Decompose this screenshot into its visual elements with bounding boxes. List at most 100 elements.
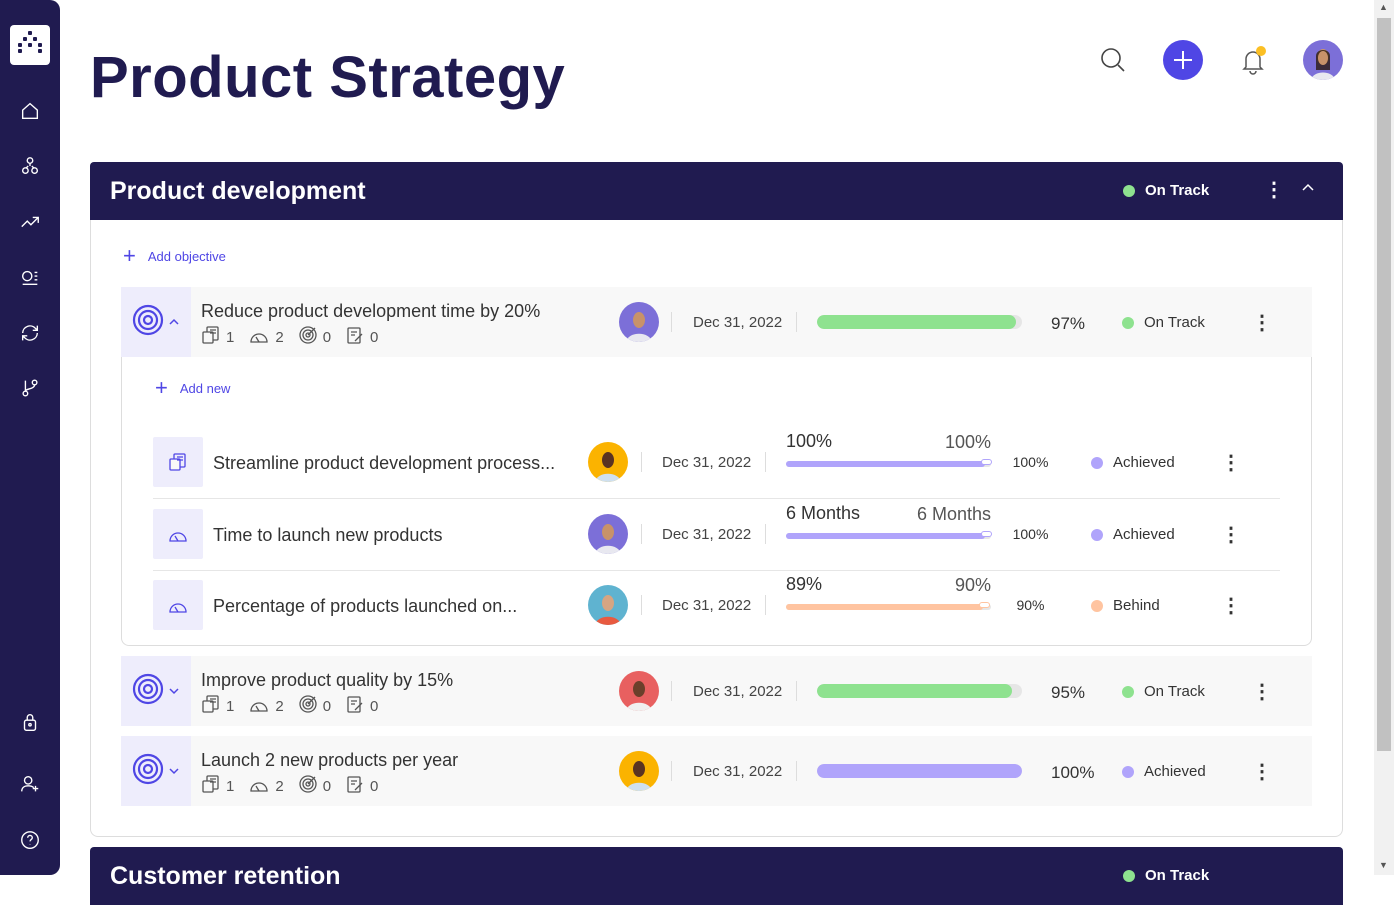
objective-row[interactable]: Reduce product development time by 20% 1…: [121, 287, 1312, 357]
target-value: 100%: [944, 432, 991, 452]
key-result-title[interactable]: Streamline product development process..…: [213, 453, 556, 473]
add-user-icon[interactable]: [18, 772, 42, 796]
key-result-progress: [786, 601, 991, 610]
status-dot: [1123, 869, 1135, 882]
progress-handle[interactable]: [978, 601, 990, 608]
status-label: Achieved: [1144, 763, 1206, 780]
search-icon: [1101, 48, 1125, 72]
more-options-icon[interactable]: ⋮: [1252, 761, 1272, 783]
divider: [796, 761, 797, 781]
objective-counts: 1 2 0 0: [201, 774, 378, 798]
key-result-title[interactable]: Percentage of products launched on...: [213, 596, 518, 616]
status-label: Behind: [1113, 597, 1160, 614]
user-avatar[interactable]: [1303, 40, 1343, 80]
more-options-icon[interactable]: ⋮: [1252, 681, 1272, 703]
objective-status: On Track: [1122, 314, 1205, 331]
help-icon[interactable]: [18, 828, 42, 852]
trend-icon[interactable]: [18, 210, 42, 234]
count-value: 0: [370, 777, 379, 795]
scrollbar[interactable]: ▲ ▼: [1374, 0, 1394, 875]
key-result-row[interactable]: Streamline product development process..…: [153, 431, 1280, 499]
more-options-icon[interactable]: ⋮: [1221, 524, 1241, 546]
divider: [765, 595, 766, 615]
notifications-button[interactable]: [1233, 40, 1273, 80]
objective-row[interactable]: Improve product quality by 15% 1 2 0 0 Dec …: [121, 656, 1312, 726]
status-dot: [1091, 599, 1103, 612]
collapse-chevron-icon[interactable]: [1300, 180, 1316, 201]
objective-title[interactable]: Reduce product development time by 20%: [201, 301, 541, 321]
count-value: 2: [275, 777, 284, 795]
count-value: 2: [275, 328, 284, 346]
search-button[interactable]: [1093, 40, 1133, 80]
objective-toggle[interactable]: [121, 656, 191, 726]
due-date: Dec 31, 2022: [662, 454, 752, 471]
objective-toggle[interactable]: [121, 287, 191, 357]
key-result-row[interactable]: Percentage of products launched on... De…: [153, 574, 1280, 630]
add-key-result-button[interactable]: + Add new: [155, 377, 230, 399]
progress-bar: [817, 684, 1022, 698]
progress-handle[interactable]: [980, 530, 992, 537]
add-objective-button[interactable]: + Add objective: [123, 245, 226, 267]
section-header: Customer retention On Track: [90, 847, 1343, 905]
divider: [671, 761, 672, 781]
list-icon[interactable]: [18, 265, 42, 289]
current-value: 100%: [786, 431, 833, 451]
objective-toggle[interactable]: [121, 736, 191, 806]
task-icon: [345, 325, 365, 349]
app-logo[interactable]: [10, 25, 50, 65]
key-result-row[interactable]: Time to launch new products Dec 31, 2022…: [153, 503, 1280, 571]
chevron-down-icon: [169, 768, 179, 775]
more-options-icon[interactable]: ⋮: [1252, 312, 1272, 334]
add-new-label: Add new: [179, 380, 231, 396]
divider: [671, 681, 672, 701]
target-value: 90%: [954, 575, 991, 595]
add-button[interactable]: [1163, 40, 1203, 80]
home-icon[interactable]: [18, 99, 42, 123]
status-label: Achieved: [1113, 526, 1175, 543]
due-date: Dec 31, 2022: [693, 763, 783, 780]
count-value: 2: [275, 697, 284, 715]
scroll-up-icon[interactable]: ▲: [1379, 2, 1388, 12]
status-dot: [1091, 456, 1103, 469]
status-label: On Track: [1145, 182, 1210, 199]
progress-percent: 95%: [1051, 683, 1086, 702]
objective-title[interactable]: Launch 2 new products per year: [201, 750, 459, 770]
sync-icon[interactable]: [18, 321, 42, 345]
objective-title[interactable]: Improve product quality by 15%: [201, 670, 454, 690]
owner-avatar[interactable]: [588, 585, 628, 625]
key-result-title[interactable]: Time to launch new products: [213, 525, 443, 545]
owner-avatar[interactable]: [619, 302, 659, 342]
kr-doc-icon: [201, 325, 221, 349]
target-value: 6 Months: [916, 504, 991, 524]
scroll-down-icon[interactable]: ▼: [1379, 860, 1388, 870]
add-objective-label: Add objective: [147, 248, 226, 264]
owner-avatar[interactable]: [619, 671, 659, 711]
objective-counts: 1 2 0 0: [201, 325, 378, 349]
owner-avatar[interactable]: [588, 442, 628, 482]
count-value: 1: [226, 697, 235, 715]
key-result-percent: 90%: [1016, 597, 1045, 613]
gauge-icon: [153, 580, 203, 630]
more-options-icon[interactable]: ⋮: [1221, 595, 1241, 617]
chevron-down-icon: [169, 688, 179, 695]
divider: [641, 524, 642, 544]
status-label: Achieved: [1113, 454, 1175, 471]
owner-avatar[interactable]: [588, 514, 628, 554]
owner-avatar[interactable]: [619, 751, 659, 791]
count-value: 1: [226, 328, 235, 346]
lock-icon[interactable]: [18, 710, 42, 734]
due-date: Dec 31, 2022: [693, 314, 783, 331]
status-dot: [1091, 528, 1103, 541]
gauge-icon: [153, 509, 203, 559]
section-status: On Track: [1123, 867, 1209, 884]
objective-row[interactable]: Launch 2 new products per year 1 2 0 0 Dec …: [121, 736, 1312, 806]
section-title: Product development: [110, 177, 366, 205]
branch-icon[interactable]: [18, 376, 42, 400]
section-card: + Add objective: [90, 220, 1343, 837]
scrollbar-thumb[interactable]: [1377, 18, 1391, 751]
more-options-icon[interactable]: ⋮: [1221, 452, 1241, 474]
more-options-icon[interactable]: ⋮: [1264, 179, 1284, 201]
progress-handle[interactable]: [980, 458, 992, 465]
hierarchy-icon[interactable]: [18, 154, 42, 178]
divider: [765, 524, 766, 544]
